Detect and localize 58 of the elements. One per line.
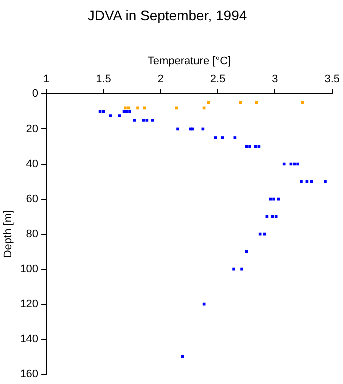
point bbox=[277, 198, 280, 201]
point bbox=[274, 215, 278, 218]
point bbox=[175, 106, 178, 110]
y-tick-label: 20 bbox=[26, 123, 39, 136]
point bbox=[128, 110, 132, 114]
point bbox=[124, 106, 127, 110]
y-tick-label: 40 bbox=[26, 158, 39, 170]
x-axis-title: Temperature [°C] bbox=[148, 55, 232, 68]
chart-title: JDVA in September, 1994 bbox=[88, 7, 248, 24]
point bbox=[143, 106, 146, 110]
x-tick-label: 3 bbox=[272, 74, 278, 86]
point bbox=[240, 268, 244, 271]
y-tick-label: 140 bbox=[20, 333, 39, 346]
point bbox=[207, 102, 210, 104]
point bbox=[263, 232, 266, 236]
y-tick-label: 160 bbox=[20, 368, 39, 380]
point bbox=[221, 136, 224, 140]
point bbox=[324, 180, 327, 184]
point bbox=[301, 102, 304, 104]
y-tick-label: 0 bbox=[32, 88, 39, 100]
x-tick-label: 2 bbox=[158, 74, 164, 86]
point bbox=[133, 119, 136, 122]
point bbox=[300, 180, 303, 184]
point bbox=[176, 128, 180, 131]
y-tick-label: 120 bbox=[20, 298, 39, 310]
point bbox=[191, 128, 194, 131]
point bbox=[109, 114, 112, 118]
point bbox=[293, 162, 296, 166]
point bbox=[118, 114, 122, 118]
y-tick-label: 80 bbox=[26, 228, 39, 240]
x-tick-label: 1 bbox=[43, 74, 50, 86]
x-tick-label: 1.5 bbox=[96, 74, 112, 86]
point bbox=[239, 102, 242, 104]
y-tick-label: 100 bbox=[20, 263, 39, 276]
point bbox=[271, 215, 274, 218]
point bbox=[232, 268, 236, 271]
point bbox=[245, 250, 248, 254]
point bbox=[214, 136, 218, 140]
point bbox=[136, 106, 140, 110]
point bbox=[181, 355, 184, 358]
point bbox=[127, 106, 130, 110]
point bbox=[248, 145, 252, 148]
x-tick-label: 3.5 bbox=[324, 74, 340, 86]
point bbox=[234, 136, 237, 140]
point bbox=[269, 198, 272, 201]
point bbox=[146, 119, 149, 122]
point bbox=[151, 119, 154, 122]
y-axis-title: Depth [m] bbox=[2, 210, 15, 258]
point bbox=[282, 162, 286, 166]
point bbox=[202, 302, 206, 306]
point bbox=[245, 145, 248, 148]
x-tick-label: 2.5 bbox=[210, 74, 226, 86]
y-tick-label: 60 bbox=[26, 193, 39, 206]
point bbox=[272, 198, 276, 201]
point bbox=[255, 102, 258, 104]
point bbox=[125, 110, 128, 114]
point bbox=[142, 119, 146, 122]
point bbox=[296, 162, 300, 166]
